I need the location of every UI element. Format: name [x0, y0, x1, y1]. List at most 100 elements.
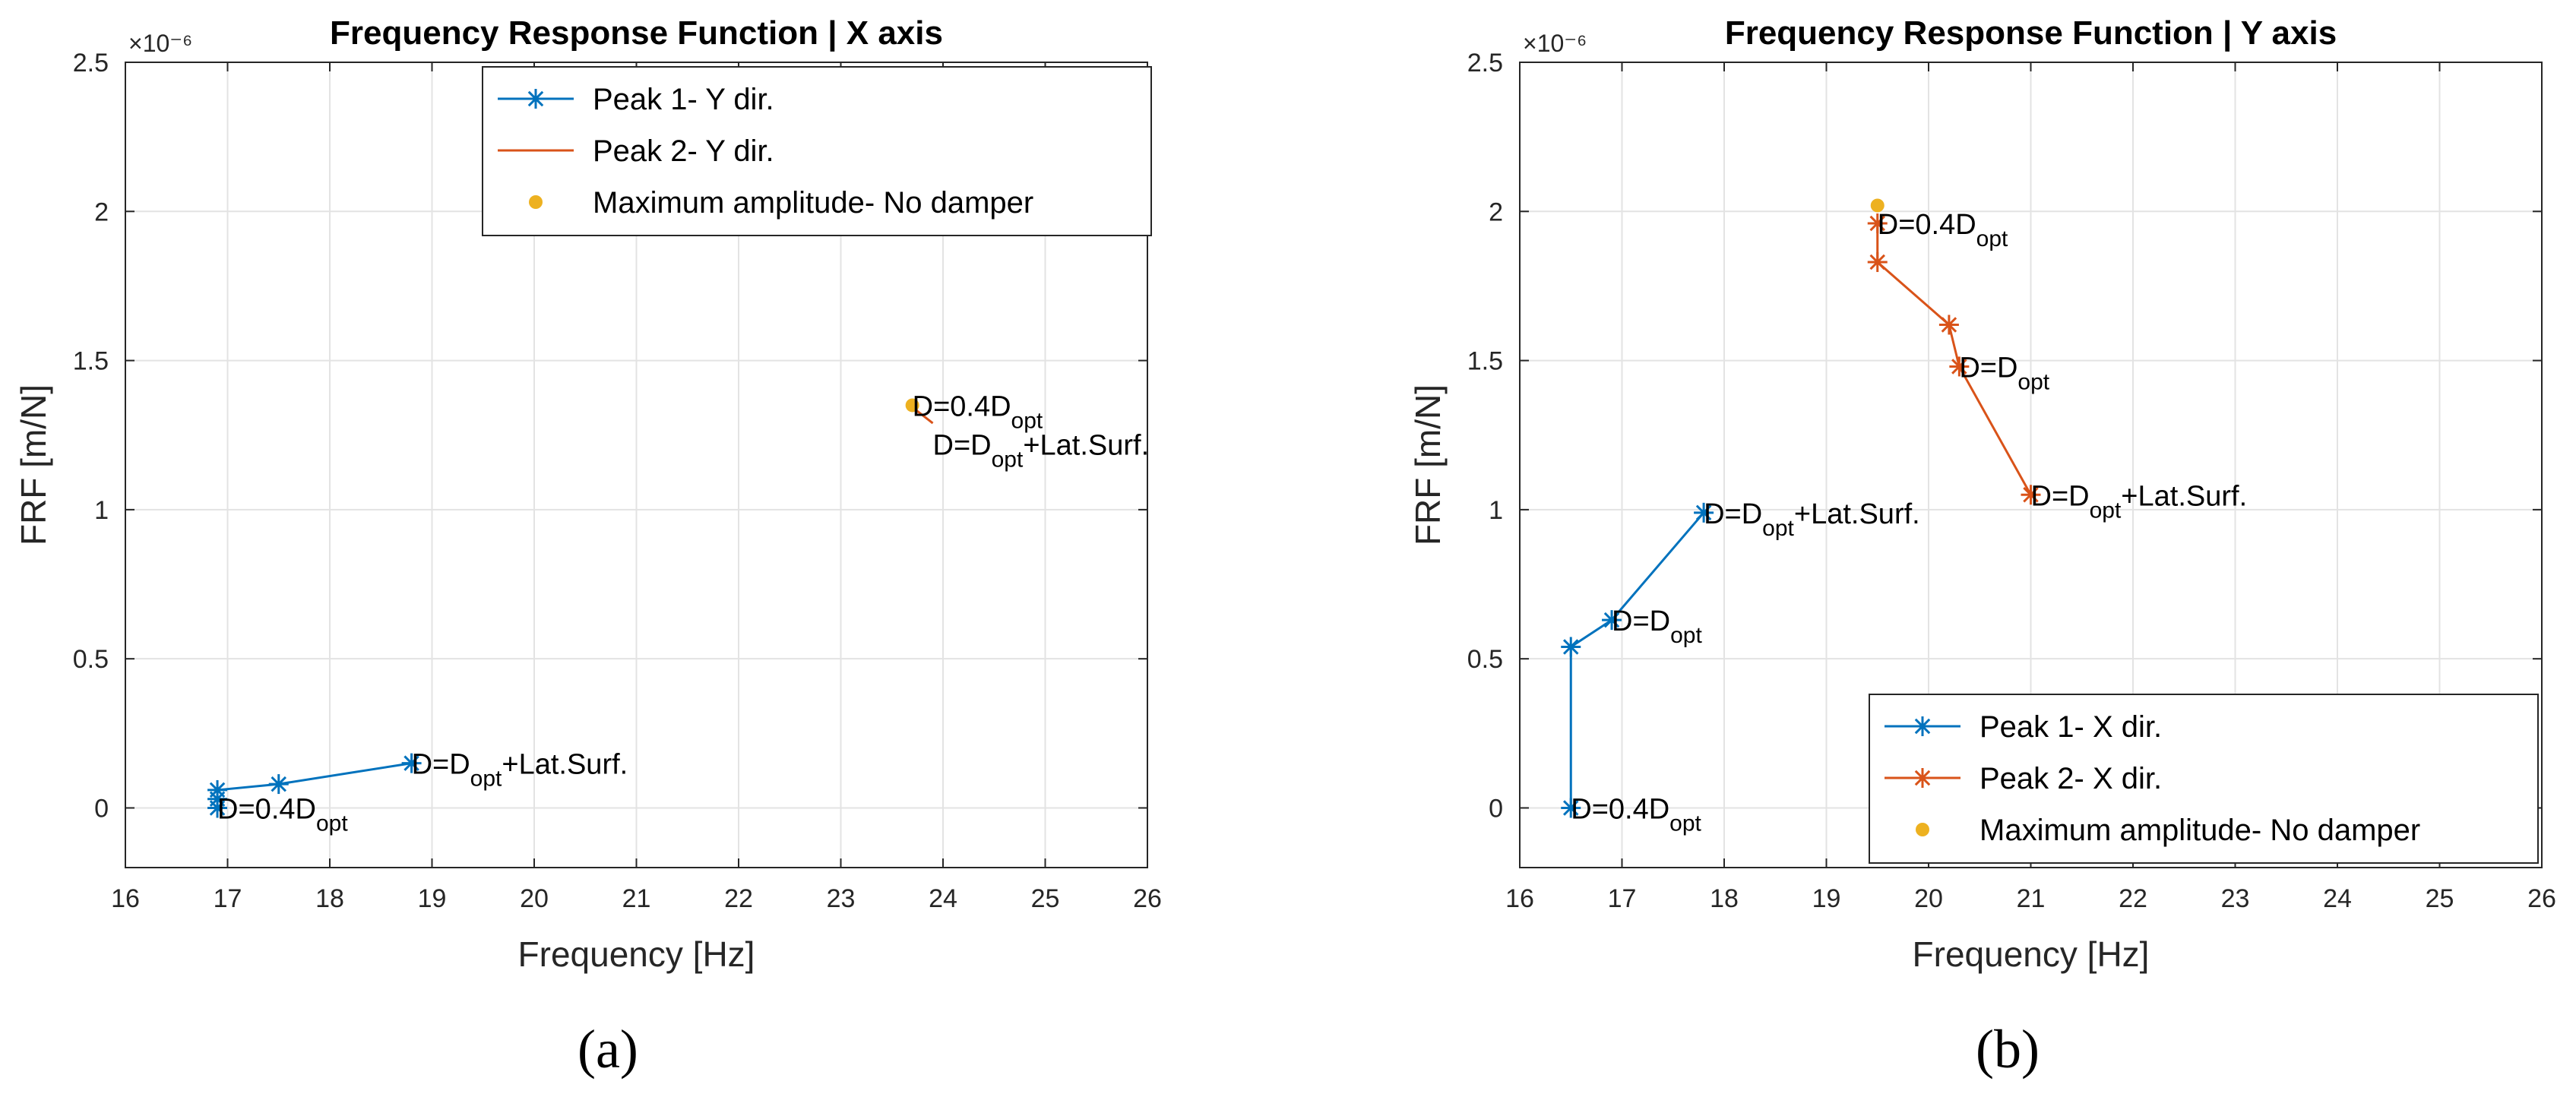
annotation-2: D=0.4Dopt — [913, 390, 1043, 433]
data-point — [401, 753, 422, 773]
annotation-0: D=0.4Dopt — [217, 793, 348, 836]
annotation-4: D=Dopt — [1612, 605, 1702, 648]
y-axis-label: FRF [m/N] — [14, 384, 53, 545]
y-tick-label: 2 — [94, 198, 109, 226]
x-tick-label: 22 — [2119, 884, 2147, 913]
annotation-base: D=D — [1704, 498, 1762, 530]
annotation-subscript: opt — [316, 811, 348, 836]
y-tick-label: 1.5 — [73, 347, 109, 376]
legend-marker-1 — [1913, 768, 1932, 788]
annotation-base: D=0.4D — [1571, 793, 1669, 825]
annotation-subscript: opt — [2090, 498, 2122, 523]
x-tick-label: 19 — [1812, 884, 1841, 913]
legend-label-2: Maximum amplitude- No damper — [593, 186, 1033, 220]
x-tick-label: 16 — [111, 884, 140, 913]
data-point — [1561, 798, 1581, 818]
x-tick-label: 20 — [520, 884, 549, 913]
annotation-3: D=Dopt+Lat.Surf. — [933, 430, 1150, 473]
x-tick-label: 23 — [2221, 884, 2250, 913]
legend: Peak 1- Y dir. Peak 2- Y dir. Maximum ampl… — [482, 66, 1152, 236]
data-point — [1870, 198, 1885, 213]
annotation-3: D=Dopt+Lat.Surf. — [1704, 498, 1920, 541]
x-tick-label: 24 — [929, 884, 957, 913]
data-point — [2021, 485, 2041, 505]
y-tick-label: 2 — [1489, 198, 1503, 226]
legend-marker-2 — [529, 195, 543, 209]
x-tick-label: 19 — [418, 884, 447, 913]
annotation-suffix: +Lat.Surf. — [2121, 480, 2247, 512]
x-tick-label: 25 — [2426, 884, 2454, 913]
annotation-base: D=D — [412, 749, 470, 781]
annotation-suffix: +Lat.Surf. — [502, 749, 628, 781]
annotation-subscript: opt — [1670, 623, 1702, 648]
chart-1: 16 17 18 19 20 21 22 23 24 25 26 0 0.5 1 1.5 2 2.5 ×10⁻⁶ F… — [1408, 14, 2556, 974]
data-point — [1949, 356, 1970, 377]
annotation-subscript: opt — [1976, 226, 2008, 251]
annotation-subscript: opt — [1762, 516, 1794, 541]
legend-label-1: Peak 2- Y dir. — [593, 134, 774, 168]
x-tick-label: 21 — [622, 884, 651, 913]
x-tick-label: 21 — [2017, 884, 2046, 913]
annotation-subscript: opt — [470, 767, 502, 792]
series-2 — [1870, 198, 1885, 213]
x-axis-label: Frequency [Hz] — [518, 934, 755, 974]
y-axis-label: FRF [m/N] — [1408, 384, 1448, 545]
chart-0: 16 17 18 19 20 21 22 23 24 25 26 0 0.5 1 1.5 2 2.5 ×10⁻⁶ F… — [14, 14, 1162, 974]
y-exponent-label: ×10⁻⁶ — [128, 30, 192, 57]
annotation-base: D=0.4D — [1878, 209, 1976, 241]
legend: Peak 1- X dir. Peak 2- X dir. Maximum ampl… — [1869, 694, 2539, 864]
x-tick-label: 22 — [724, 884, 753, 913]
x-tick-label: 26 — [1133, 884, 1162, 913]
series-0 — [1561, 502, 1714, 818]
data-point — [207, 779, 228, 800]
x-tick-label: 17 — [1608, 884, 1637, 913]
y-tick-label: 0.5 — [1467, 645, 1503, 674]
legend-label-1: Peak 2- X dir. — [1979, 762, 2162, 795]
y-tick-label: 1.5 — [1467, 347, 1503, 376]
annotation-suffix: +Lat.Surf. — [1023, 430, 1149, 462]
data-point — [1867, 252, 1888, 273]
data-point — [905, 398, 919, 413]
x-tick-label: 16 — [1505, 884, 1534, 913]
chart-title: Frequency Response Function | X axis — [330, 14, 943, 52]
series-1 — [1867, 213, 2041, 505]
legend-marker-0 — [526, 89, 546, 109]
y-exponent-label: ×10⁻⁶ — [1523, 30, 1587, 57]
subplot-label-b: (b) — [1976, 1019, 2040, 1080]
y-tick-label: 2.5 — [1467, 49, 1503, 77]
x-axis-label: Frequency [Hz] — [1913, 934, 2150, 974]
annotation-5: D=0.4Dopt — [1571, 793, 1701, 836]
data-point — [1561, 637, 1581, 657]
x-tick-label: 25 — [1031, 884, 1060, 913]
series-line — [1569, 511, 1705, 808]
annotation-base: D=D — [1612, 605, 1670, 637]
annotation-base: D=0.4D — [913, 390, 1011, 422]
legend-marker-0 — [1913, 716, 1932, 736]
legend-label-0: Peak 1- X dir. — [1979, 710, 2162, 744]
legend-label-2: Maximum amplitude- No damper — [1979, 814, 2420, 847]
annotation-subscript: opt — [2017, 369, 2049, 394]
annotation-suffix: +Lat.Surf. — [1794, 498, 1920, 530]
data-point — [1867, 213, 1888, 233]
x-tick-label: 23 — [827, 884, 856, 913]
annotation-subscript: opt — [1011, 408, 1043, 433]
annotation-0: D=0.4Dopt — [1878, 209, 2008, 251]
legend-box — [1869, 694, 2539, 864]
y-tick-label: 0 — [94, 794, 109, 823]
data-point — [1694, 502, 1714, 523]
annotation-1: D=Dopt+Lat.Surf. — [412, 749, 628, 792]
annotation-subscript: opt — [1669, 811, 1701, 836]
subplot-label-a: (a) — [578, 1019, 638, 1080]
data-point — [268, 774, 289, 795]
annotation-base: D=0.4D — [217, 793, 316, 825]
annotation-1: D=Dopt — [1959, 352, 2049, 394]
series-0 — [207, 753, 422, 818]
data-point — [1938, 315, 1959, 335]
x-tick-label: 26 — [2527, 884, 2556, 913]
data-point — [1602, 610, 1622, 631]
annotation-base: D=D — [2031, 480, 2090, 512]
y-tick-label: 2.5 — [73, 49, 109, 77]
y-tick-label: 0 — [1489, 794, 1503, 823]
y-tick-label: 1 — [1489, 496, 1503, 525]
